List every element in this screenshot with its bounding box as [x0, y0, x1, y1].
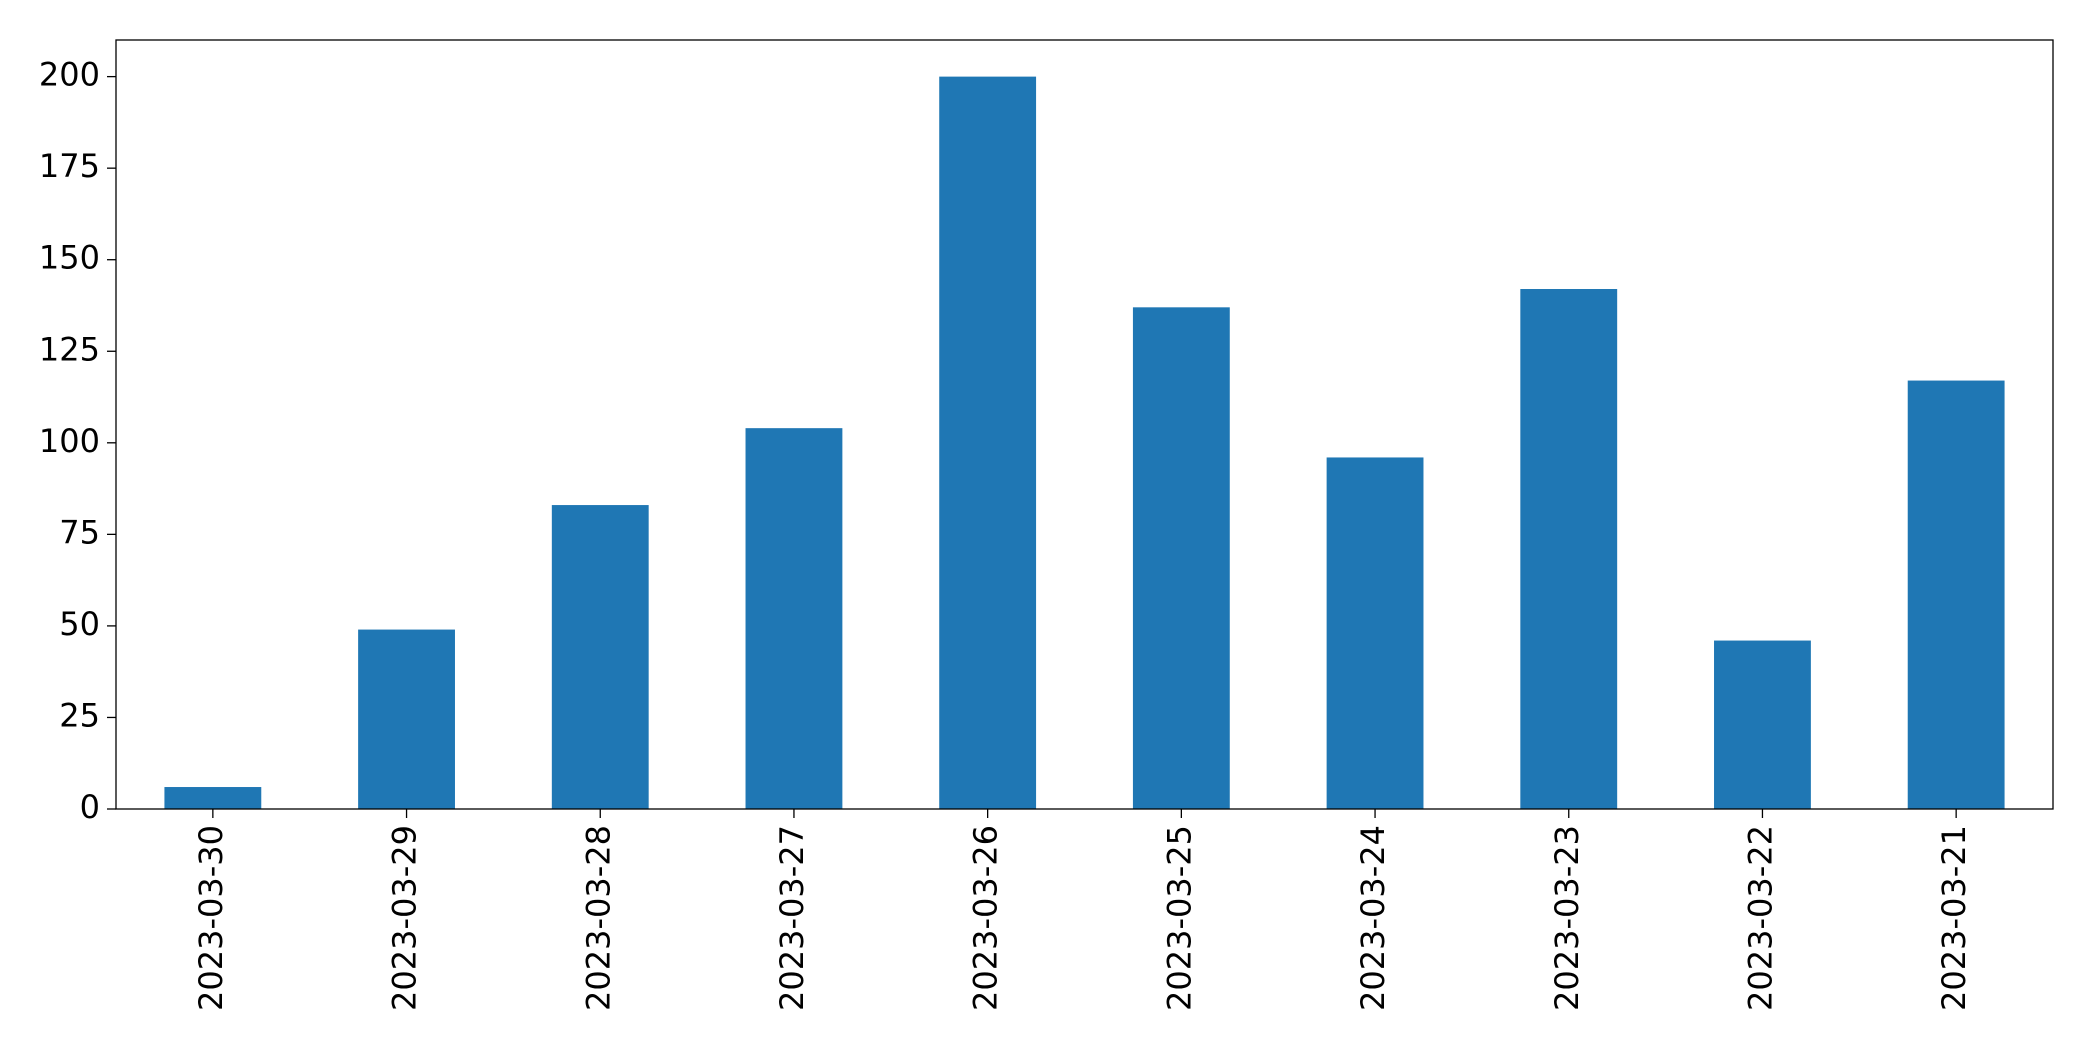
x-tick-label: 2023-03-28 [579, 825, 617, 1011]
x-tick-label: 2023-03-22 [1741, 825, 1779, 1011]
y-tick-label: 175 [39, 147, 100, 185]
y-tick-label: 100 [39, 422, 100, 460]
bar [1520, 289, 1618, 809]
x-tick-label: 2023-03-27 [773, 825, 811, 1011]
y-tick-label: 25 [59, 696, 100, 734]
bar [1132, 307, 1230, 809]
y-tick-label: 200 [39, 56, 100, 94]
x-tick-label: 2023-03-25 [1160, 825, 1198, 1011]
y-tick-label: 75 [59, 513, 100, 551]
bar [551, 505, 649, 809]
bar [1326, 457, 1424, 809]
bar [164, 787, 262, 809]
y-tick-label: 50 [59, 605, 100, 643]
x-tick-label: 2023-03-21 [1935, 825, 1973, 1011]
bar [939, 76, 1037, 810]
bar [1714, 640, 1811, 809]
x-tick-label: 2023-03-30 [192, 825, 230, 1011]
bar [1907, 380, 2005, 809]
x-tick-label: 2023-03-26 [967, 825, 1005, 1011]
y-tick-label: 150 [39, 239, 100, 277]
x-tick-label: 2023-03-24 [1354, 825, 1392, 1011]
y-tick-label: 0 [80, 788, 100, 826]
y-tick-label: 125 [39, 330, 100, 368]
x-tick-label: 2023-03-23 [1548, 825, 1586, 1011]
plot-frame [115, 39, 2054, 810]
bar [358, 629, 455, 809]
bar [745, 428, 843, 809]
x-tick-label: 2023-03-29 [386, 825, 424, 1011]
